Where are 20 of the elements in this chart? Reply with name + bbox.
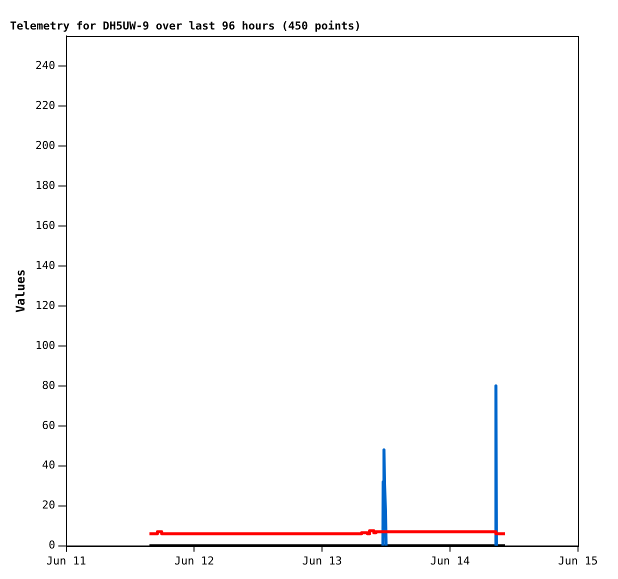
chart-title: Telemetry for DH5UW-9 over last 96 hours (450 points) xyxy=(10,19,361,32)
y-tick-label: 140 xyxy=(35,258,56,272)
x-tick-label: Jun 12 xyxy=(174,554,214,568)
y-tick-label: 80 xyxy=(42,378,56,392)
y-tick-label: 220 xyxy=(35,99,56,112)
y-axis-title: Values xyxy=(13,269,28,313)
x-tick-label: Jun 11 xyxy=(46,554,86,568)
y-tick-label: 40 xyxy=(42,458,56,472)
x-tick-label: Jun 14 xyxy=(430,554,470,568)
x-tick-label: Jun 13 xyxy=(302,554,342,568)
y-tick-label: 120 xyxy=(35,298,56,312)
y-tick-label: 100 xyxy=(35,338,56,352)
y-tick-label: 160 xyxy=(35,218,56,232)
y-tick-label: 20 xyxy=(42,498,56,512)
y-tick-label: 0 xyxy=(48,538,56,552)
x-tick-label: Jun 15 xyxy=(558,554,598,568)
y-tick-label: 60 xyxy=(42,418,56,432)
y-tick-label: 200 xyxy=(35,138,56,152)
y-tick-label: 180 xyxy=(35,178,56,192)
y-tick-label: 240 xyxy=(35,59,56,72)
